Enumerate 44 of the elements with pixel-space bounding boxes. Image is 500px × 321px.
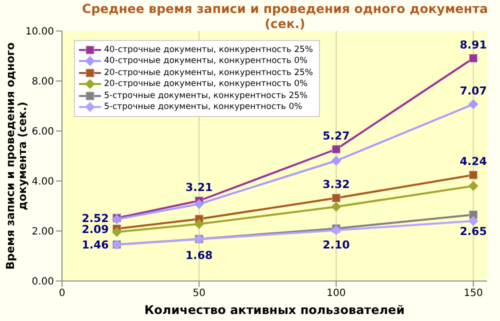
point — [468, 216, 478, 226]
y-tick-label: 10.00 — [25, 26, 54, 38]
y-tick-label: 0.00 — [32, 276, 54, 288]
x-tick-label: 100 — [326, 288, 346, 300]
point — [468, 99, 478, 110]
point — [112, 227, 122, 237]
point — [468, 181, 478, 191]
y-tick-label: 4.00 — [32, 176, 54, 188]
data-label: 2.09 — [82, 222, 109, 236]
data-label: 3.32 — [322, 178, 350, 191]
legend-label: 5-строчные документы, конкурентность 25% — [104, 90, 308, 101]
y-tick-label: 6.00 — [32, 126, 54, 138]
point — [331, 156, 342, 166]
legend-label: 5-строчные документы, конкурентность 0% — [104, 102, 302, 112]
y-axis-title: Время записи и проведения одного документа (сек.) — [4, 42, 29, 270]
point — [194, 199, 204, 209]
data-label: 3.21 — [186, 180, 213, 194]
data-label: 5.27 — [322, 129, 350, 142]
x-tick-label: 50 — [192, 288, 206, 300]
legend-label: 20-строчные документы, конкурентность 0% — [104, 79, 308, 90]
point — [331, 225, 342, 236]
legend-label: 20-строчные документы, конкурентность 25% — [104, 68, 314, 78]
point — [332, 145, 340, 154]
point — [469, 170, 478, 180]
legend-label: 40-строчные документы, конкурентность 0% — [104, 56, 308, 66]
x-tick-label: 0 — [58, 288, 66, 300]
point — [331, 202, 342, 212]
data-label: 7.07 — [460, 84, 487, 98]
data-label: 2.52 — [82, 212, 109, 225]
data-label: 4.24 — [460, 155, 488, 168]
y-tick-label: 8.00 — [32, 76, 54, 88]
data-label: 2.65 — [460, 224, 487, 238]
point — [332, 194, 340, 202]
legend-label: 40-строчные документы, конкурентность 25% — [104, 44, 314, 55]
y-tick-label: 2.00 — [32, 226, 54, 238]
point — [194, 219, 204, 229]
x-tick-label: 150 — [464, 288, 483, 300]
data-label: 1.46 — [82, 238, 110, 252]
data-label: 1.68 — [186, 249, 213, 262]
data-label: 2.10 — [322, 238, 350, 252]
data-label: 8.91 — [460, 38, 487, 52]
x-axis-title: Количество активных пользователей — [143, 303, 406, 317]
point — [469, 54, 478, 62]
chart-title: Среднее время записи и проведения одного документа (сек.) — [81, 1, 489, 31]
